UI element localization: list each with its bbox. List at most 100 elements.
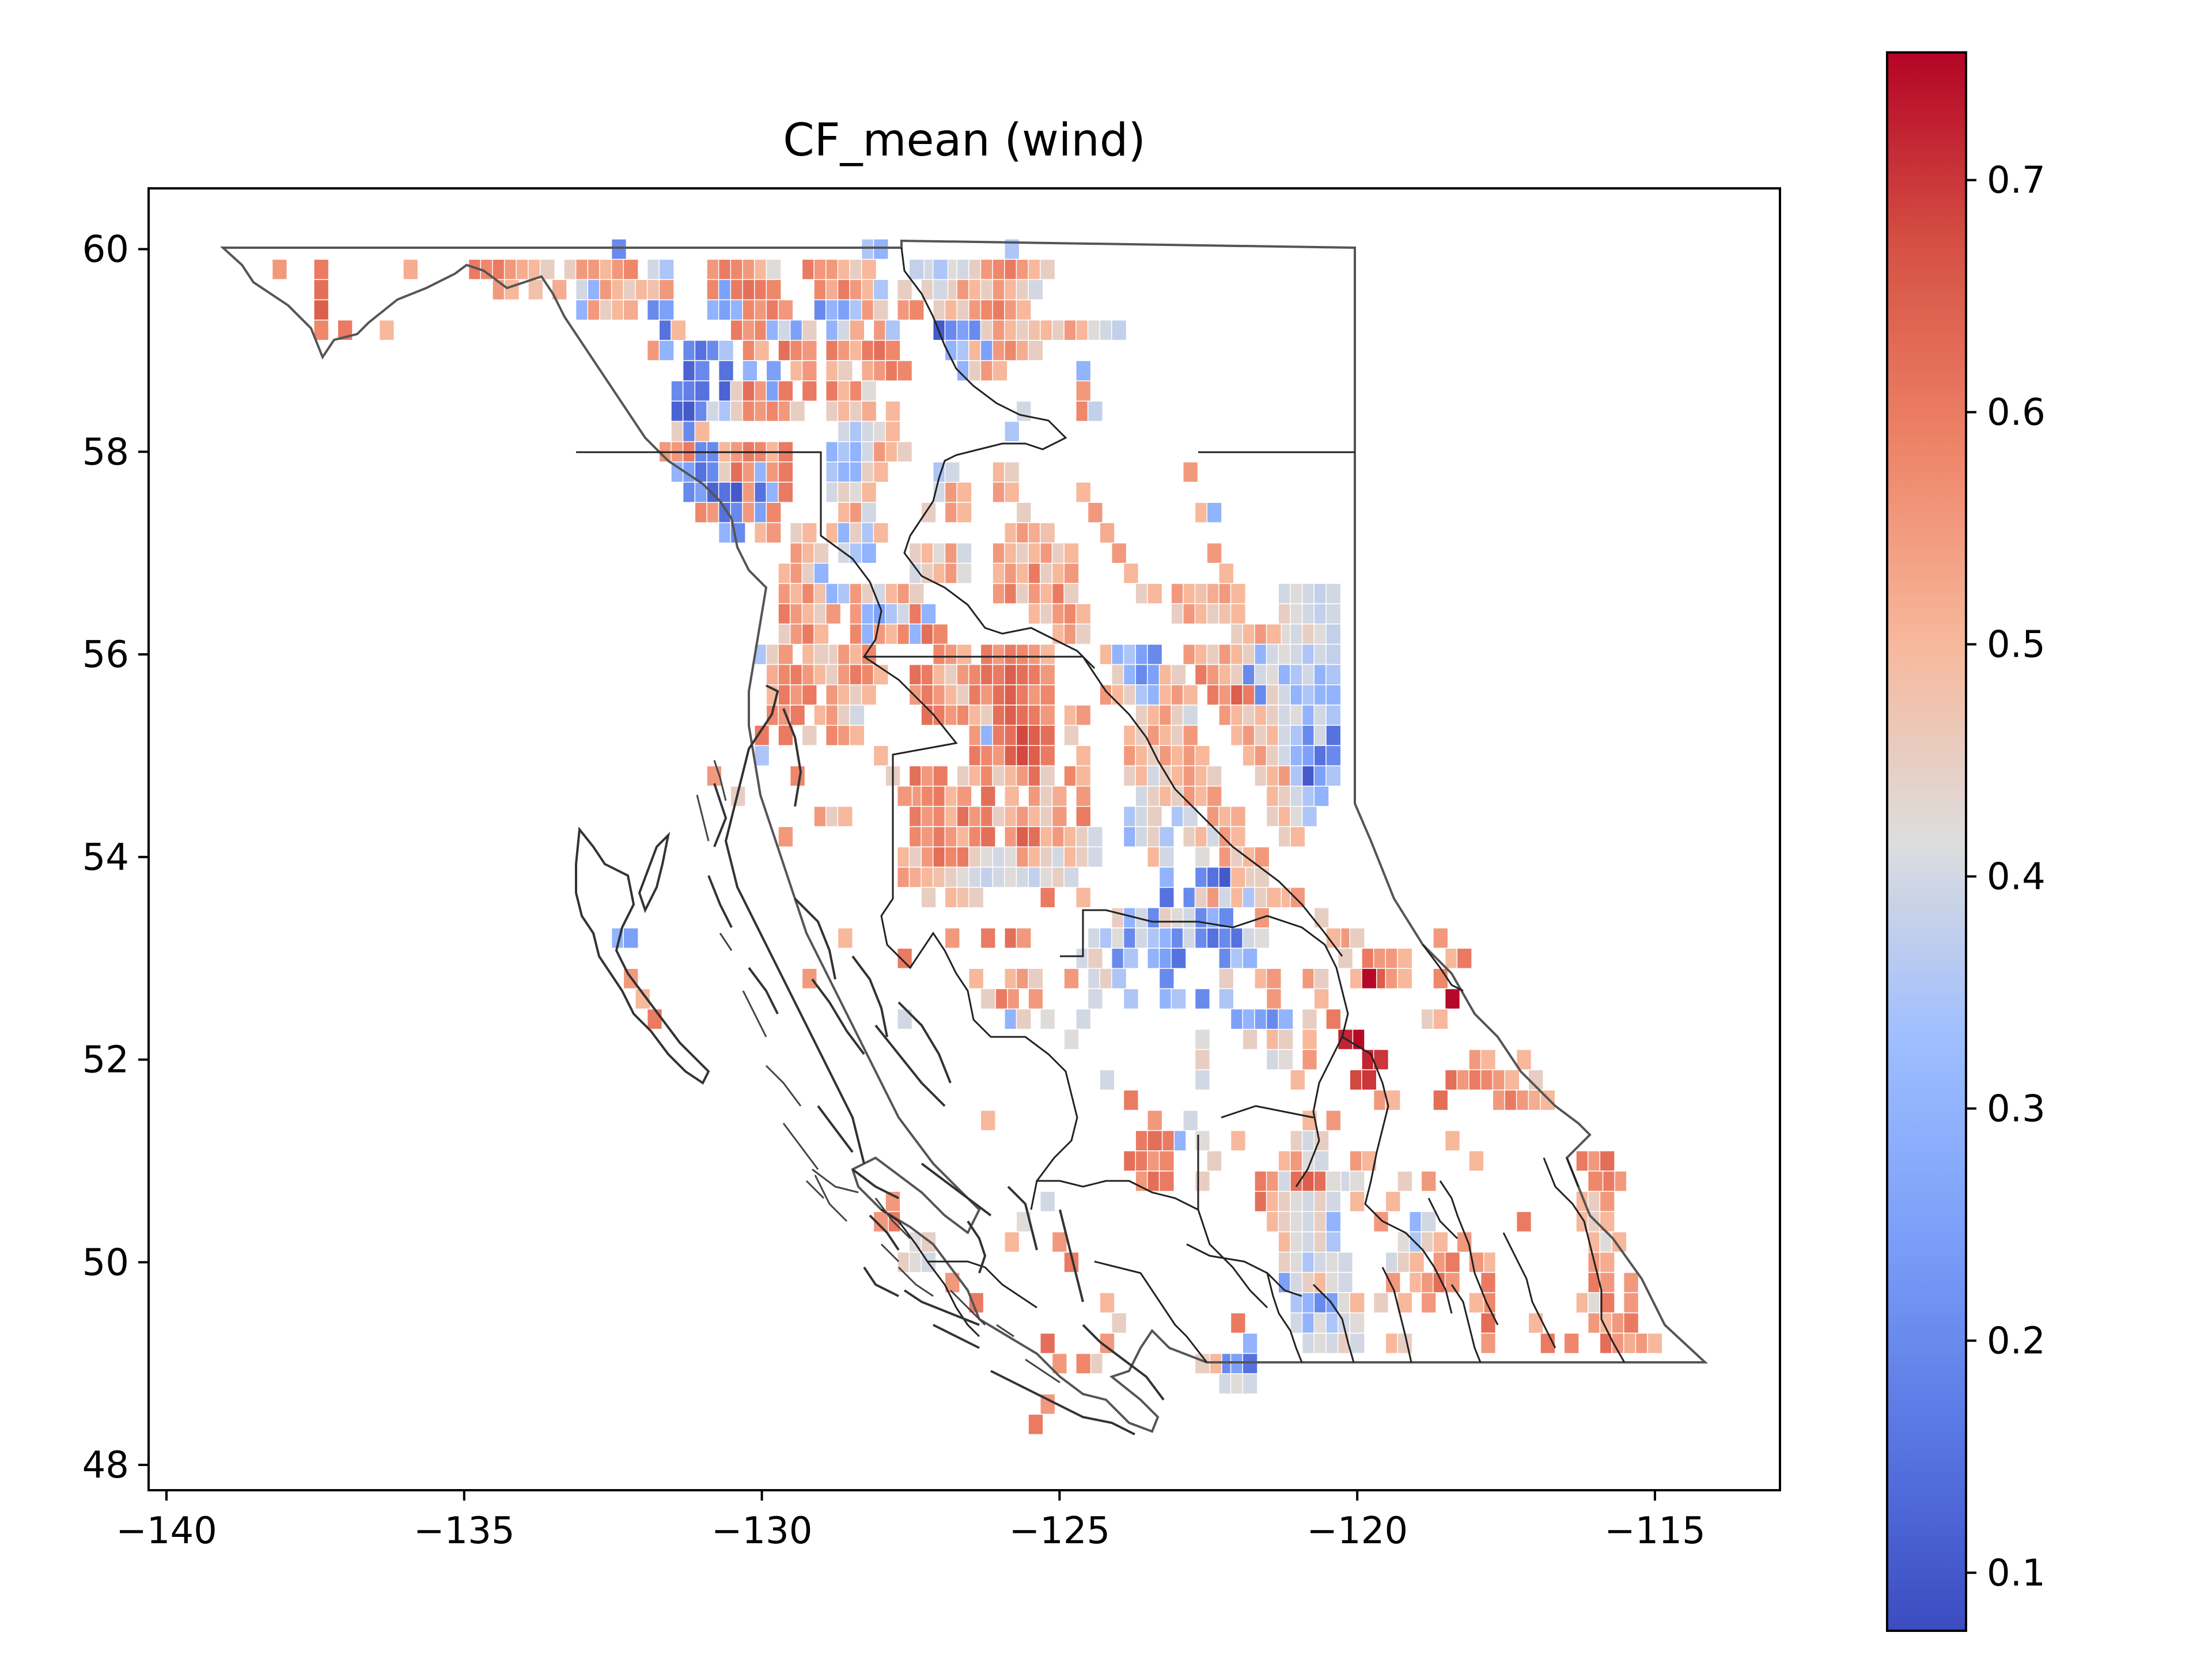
heatmap-cell	[766, 360, 782, 381]
heatmap-cell	[1147, 643, 1163, 665]
heatmap-cell	[801, 522, 817, 544]
heatmap-cell	[885, 340, 901, 361]
heatmap-cell	[1123, 988, 1139, 1010]
heatmap-cell	[873, 522, 889, 544]
heatmap-cells	[271, 238, 1663, 1435]
heatmap-cell	[1051, 1231, 1068, 1253]
heatmap-cell	[813, 562, 830, 584]
heatmap-cell	[908, 583, 925, 604]
heatmap-cell	[861, 643, 877, 665]
heatmap-cell	[1075, 765, 1092, 787]
heatmap-cell	[1313, 988, 1330, 1010]
internal-boundary-south	[881, 1157, 1626, 1363]
heatmap-cell	[1087, 988, 1104, 1010]
heatmap-cell	[873, 745, 889, 767]
heatmap-cell	[1290, 826, 1306, 847]
heatmap-cell	[1278, 1029, 1294, 1050]
heatmap-cell	[718, 360, 734, 381]
heatmap-cell	[1147, 1109, 1163, 1131]
heatmap-cell	[1218, 968, 1234, 990]
heatmap-cell	[1040, 643, 1056, 665]
heatmap-cell	[837, 806, 853, 827]
heatmap-cell	[1385, 1191, 1401, 1213]
heatmap-cell	[1325, 684, 1342, 706]
heatmap-cell	[1028, 340, 1044, 361]
outer-boundary	[219, 239, 1709, 1433]
colorbar	[1886, 51, 1967, 1632]
internal-boundary-central	[863, 656, 1078, 1210]
heatmap-cell	[778, 299, 794, 321]
heatmap-cell	[1313, 907, 1330, 929]
heatmap-cell	[1456, 948, 1472, 969]
heatmap-cell	[1433, 1008, 1449, 1030]
heatmap-cell	[658, 340, 675, 361]
heatmap-cell	[1242, 1353, 1258, 1374]
heatmap-cell	[766, 259, 782, 281]
heatmap-cell	[1028, 279, 1044, 301]
heatmap-cell	[1040, 664, 1056, 685]
heatmap-cell	[1397, 1292, 1413, 1313]
heatmap-cell	[885, 400, 901, 422]
heatmap-cell	[1123, 1089, 1139, 1111]
heatmap-cell	[1111, 1312, 1127, 1334]
heatmap-cell	[1183, 684, 1199, 706]
heatmap-cell	[1016, 927, 1032, 949]
heatmap-cell	[992, 360, 1008, 381]
heatmap-cell	[1087, 948, 1104, 969]
heatmap-cell	[694, 360, 710, 381]
heatmap-cell	[932, 623, 949, 645]
heatmap-cell	[1325, 664, 1342, 685]
heatmap-cell	[1087, 502, 1104, 524]
heatmap-cell	[1063, 866, 1080, 888]
heatmap-cell	[873, 461, 889, 483]
heatmap-cell	[1290, 1069, 1306, 1091]
heatmap-cell	[1040, 684, 1056, 706]
y-tick-label: 52	[82, 1039, 129, 1082]
heatmap-cell	[1349, 1332, 1365, 1354]
heatmap-cell	[1421, 1171, 1437, 1192]
heatmap-cell	[944, 927, 960, 949]
heatmap-cell	[1480, 1272, 1497, 1293]
heatmap-cell	[837, 927, 853, 949]
heatmap-cell	[956, 643, 972, 665]
heatmap-cell	[1563, 1332, 1580, 1354]
heatmap-cell	[980, 785, 996, 807]
heatmap-cell	[1087, 826, 1104, 847]
heatmap-cell	[1313, 785, 1330, 807]
heatmap-cell	[1218, 988, 1234, 1010]
heatmap-cell	[611, 238, 627, 260]
colorbar-ticks: 0.1 0.2 0.3 0.4 0.5 0.6 0.7	[1966, 160, 2046, 1594]
heatmap-cell	[1171, 988, 1187, 1010]
internal-boundary-north	[576, 451, 1343, 957]
heatmap-cell	[1230, 806, 1247, 827]
heatmap-cell	[1063, 968, 1080, 990]
heatmap-cell	[1325, 745, 1342, 767]
heatmap-cell	[1254, 927, 1270, 949]
heatmap-cell	[956, 502, 972, 524]
heatmap-cell	[1254, 846, 1270, 868]
heatmap-cell	[885, 319, 901, 341]
heatmap-cell	[1004, 421, 1020, 442]
heatmap-cell	[1206, 765, 1222, 787]
heatmap-cell	[1194, 1130, 1211, 1152]
heatmap-cell	[1325, 643, 1342, 665]
heatmap-cell	[1099, 1069, 1115, 1091]
heatmap-cell	[313, 299, 329, 321]
heatmap-cell	[1337, 1251, 1354, 1273]
heatmap-cell	[1158, 887, 1175, 908]
heatmap-cell	[1647, 1332, 1663, 1354]
heatmap-cell	[1230, 583, 1247, 604]
y-tick-label: 60	[82, 229, 129, 271]
heatmap-cell	[908, 259, 925, 281]
x-tick-label: −140	[116, 1510, 217, 1552]
heatmap-cell	[766, 279, 782, 301]
heatmap-cell	[1063, 725, 1080, 747]
heatmap-cell	[1099, 1292, 1115, 1313]
heatmap-cell	[921, 603, 937, 625]
heatmap-cell	[658, 279, 675, 301]
x-tick-label: −125	[1009, 1510, 1110, 1552]
heatmap-cell	[1421, 1292, 1437, 1313]
heatmap-cell	[801, 684, 817, 706]
heatmap-cell	[1468, 1150, 1484, 1172]
